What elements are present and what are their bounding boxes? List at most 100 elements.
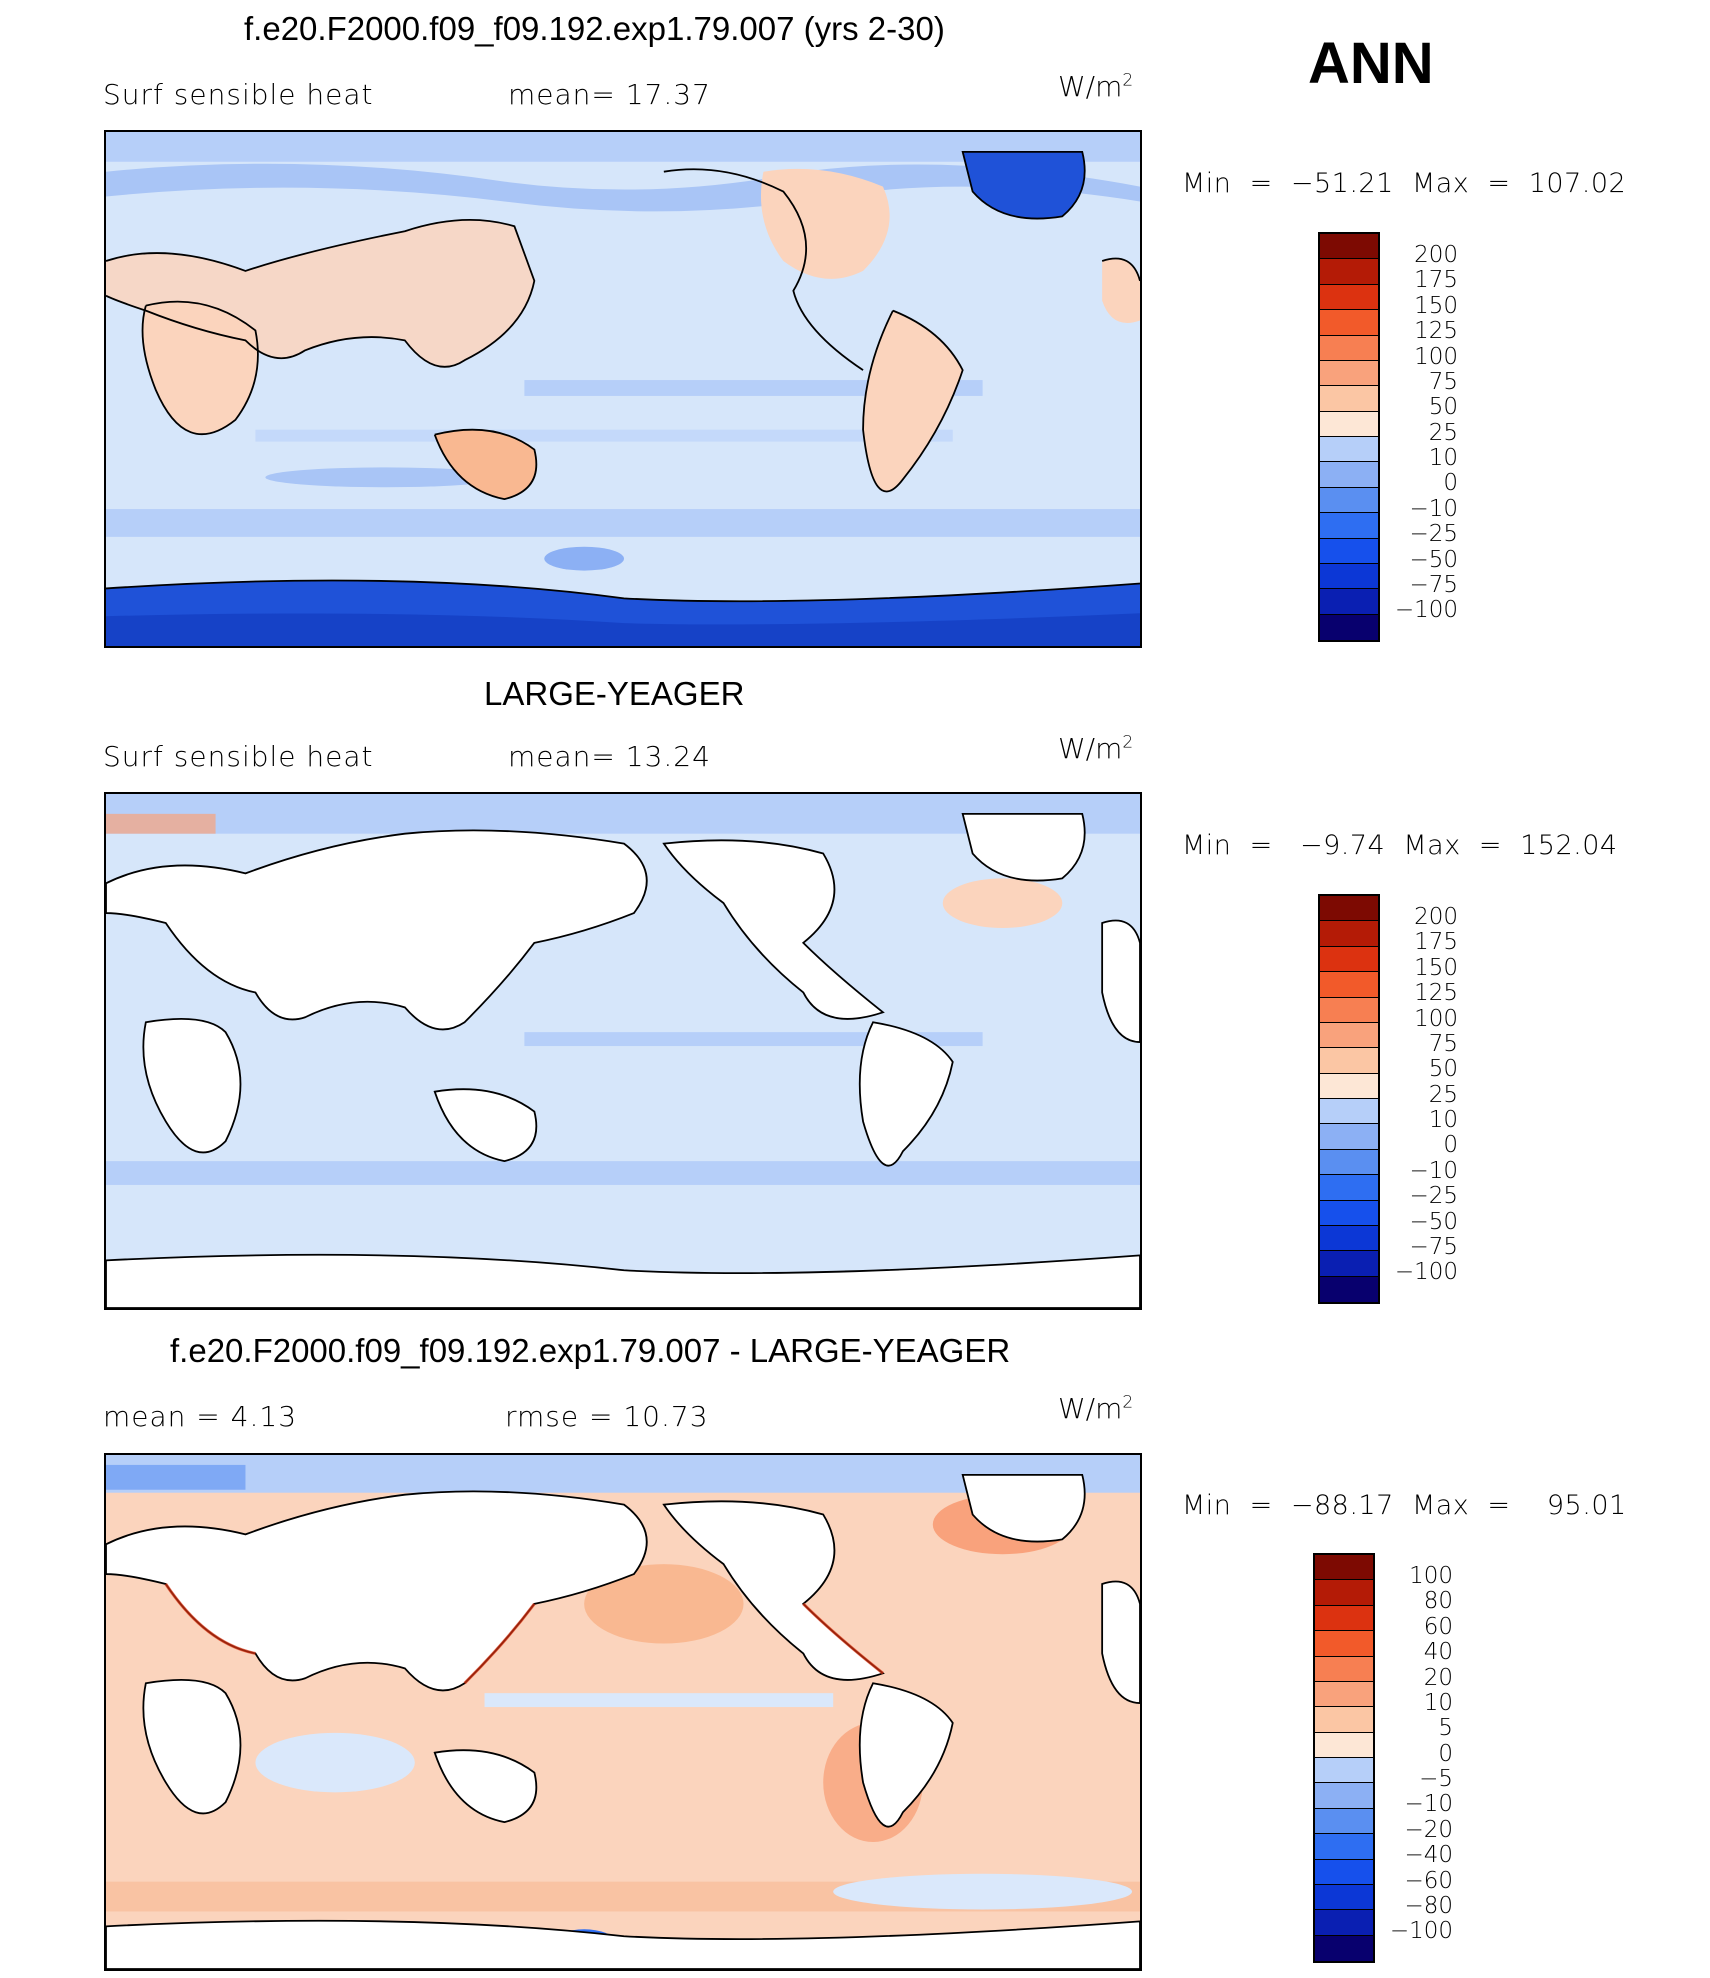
colorbar-tick-label: 10 [1428, 445, 1458, 471]
colorbar-tick-label: 200 [1414, 242, 1458, 268]
colorbar-tick-label: 150 [1414, 954, 1458, 981]
colorbar-swatch [1320, 1200, 1378, 1226]
colorbar-tick-label: −100 [1394, 1259, 1458, 1286]
colorbar-swatch [1320, 386, 1378, 412]
colorbar-tick-label: −60 [1404, 1867, 1453, 1894]
colorbar-swatch [1315, 1681, 1373, 1708]
colorbar-swatch [1315, 1758, 1373, 1784]
colorbar-swatch [1320, 1099, 1378, 1125]
colorbar-tick-label: 175 [1414, 267, 1458, 294]
panel3-colorbar [1313, 1553, 1375, 1963]
panel3-title: f.e20.F2000.f09_f09.192.exp1.79.007 - LA… [170, 1332, 1011, 1369]
colorbar-tick-label: 60 [1423, 1613, 1453, 1640]
colorbar-tick-label: 150 [1414, 292, 1458, 319]
colorbar-swatch [1315, 1732, 1373, 1758]
panel2-minmax: Min = −9.74 Max = 152.04 [1182, 830, 1618, 861]
colorbar-swatch [1320, 1124, 1378, 1150]
colorbar-swatch [1320, 335, 1378, 361]
colorbar-tick-label: −20 [1404, 1816, 1453, 1843]
colorbar-swatch [1320, 997, 1378, 1023]
colorbar-tick-label: 25 [1428, 419, 1458, 446]
colorbar-swatch [1320, 1276, 1378, 1302]
colorbar-swatch [1320, 284, 1378, 311]
panel2-units: W/m2 [1058, 732, 1134, 765]
panel3-units: W/m2 [1058, 1392, 1134, 1425]
colorbar-swatch [1315, 1605, 1373, 1632]
colorbar-tick-label: 20 [1423, 1664, 1453, 1691]
colorbar-swatch [1320, 972, 1378, 998]
colorbar-tick-label: −40 [1404, 1842, 1453, 1869]
colorbar-tick-label: 10 [1423, 1689, 1453, 1716]
colorbar-swatch [1320, 1225, 1378, 1252]
colorbar-swatch [1320, 563, 1378, 590]
colorbar-tick-label: 0 [1443, 470, 1458, 497]
colorbar-tick-label: −5 [1419, 1766, 1453, 1792]
colorbar-swatch [1320, 589, 1378, 615]
colorbar-tick-label: 50 [1428, 1056, 1458, 1083]
colorbar-tick-label: −100 [1389, 1918, 1453, 1945]
panel3-rmse-label: rmse = 10.73 [505, 1400, 709, 1433]
colorbar-swatch [1320, 614, 1378, 640]
panel3-minmax: Min = −88.17 Max = 95.01 [1182, 1490, 1627, 1521]
panel2-mean-label: mean= 13.24 [508, 740, 711, 773]
colorbar-tick-label: 175 [1414, 929, 1458, 956]
colorbar-tick-label: 100 [1414, 343, 1458, 370]
colorbar-swatch [1320, 1251, 1378, 1277]
panel1-title: f.e20.F2000.f09_f09.192.exp1.79.007 (yrs… [244, 10, 945, 47]
panel2-title: LARGE-YEAGER [484, 675, 745, 712]
colorbar-tick-label: 40 [1423, 1639, 1453, 1666]
colorbar-tick-label: 75 [1428, 368, 1458, 395]
colorbar-swatch [1315, 1935, 1373, 1961]
colorbar-swatch [1320, 487, 1378, 514]
colorbar-tick-label: 25 [1428, 1081, 1458, 1108]
colorbar-swatch [1320, 1073, 1378, 1099]
colorbar-swatch [1315, 1631, 1373, 1657]
panel1-colorbar-labels: 200 175 150 125 100 75 50 25 10 0 −10 −25 −50 −75 −100 [1395, 242, 1458, 628]
panel1-map [104, 130, 1142, 648]
colorbar-swatch [1315, 1656, 1373, 1682]
colorbar-swatch [1315, 1910, 1373, 1936]
colorbar-tick-label: 200 [1414, 904, 1458, 930]
colorbar-swatch [1320, 1022, 1378, 1049]
colorbar-swatch [1320, 921, 1378, 947]
panel2-colorbar [1318, 894, 1380, 1304]
colorbar-tick-label: 10 [1428, 1107, 1458, 1133]
colorbar-swatch [1320, 310, 1378, 336]
colorbar-tick-label: 100 [1409, 1563, 1453, 1589]
colorbar-tick-label: −10 [1409, 495, 1458, 522]
colorbar-swatch [1320, 1149, 1378, 1176]
colorbar-swatch [1320, 234, 1378, 260]
colorbar-swatch [1320, 360, 1378, 387]
colorbar-tick-label: −80 [1404, 1892, 1453, 1919]
colorbar-swatch [1320, 1048, 1378, 1074]
colorbar-tick-label: −50 [1409, 1208, 1458, 1235]
colorbar-swatch [1315, 1859, 1373, 1885]
colorbar-swatch [1320, 462, 1378, 488]
colorbar-swatch [1320, 538, 1378, 564]
colorbar-tick-label: 50 [1428, 394, 1458, 421]
colorbar-tick-label: −10 [1404, 1791, 1453, 1818]
colorbar-tick-label: −75 [1409, 571, 1458, 598]
panel2-colorbar-labels: 200 175 150 125 100 75 50 25 10 0 −10 −25 −50 −75 −100 [1394, 904, 1458, 1290]
colorbar-swatch [1320, 259, 1378, 285]
colorbar-swatch [1315, 1707, 1373, 1733]
colorbar-swatch [1320, 946, 1378, 973]
panel3-mean-label: mean = 4.13 [103, 1400, 298, 1433]
colorbar-swatch [1320, 437, 1378, 463]
colorbar-swatch [1320, 896, 1378, 922]
colorbar-tick-label: 0 [1438, 1740, 1453, 1767]
colorbar-swatch [1315, 1783, 1373, 1809]
panel3-map [104, 1453, 1142, 1971]
colorbar-tick-label: −50 [1409, 546, 1458, 573]
colorbar-tick-label: −25 [1409, 1183, 1458, 1210]
season-label: ANN [1308, 31, 1434, 96]
panel1-variable-label: Surf sensible heat [103, 78, 374, 111]
colorbar-swatch [1315, 1580, 1373, 1606]
colorbar-tick-label: −75 [1409, 1233, 1458, 1260]
colorbar-swatch [1315, 1555, 1373, 1581]
colorbar-swatch [1315, 1834, 1373, 1860]
colorbar-tick-label: −10 [1409, 1157, 1458, 1184]
panel2-variable-label: Surf sensible heat [103, 740, 374, 773]
colorbar-tick-label: 125 [1414, 980, 1458, 1007]
colorbar-tick-label: 75 [1428, 1030, 1458, 1057]
